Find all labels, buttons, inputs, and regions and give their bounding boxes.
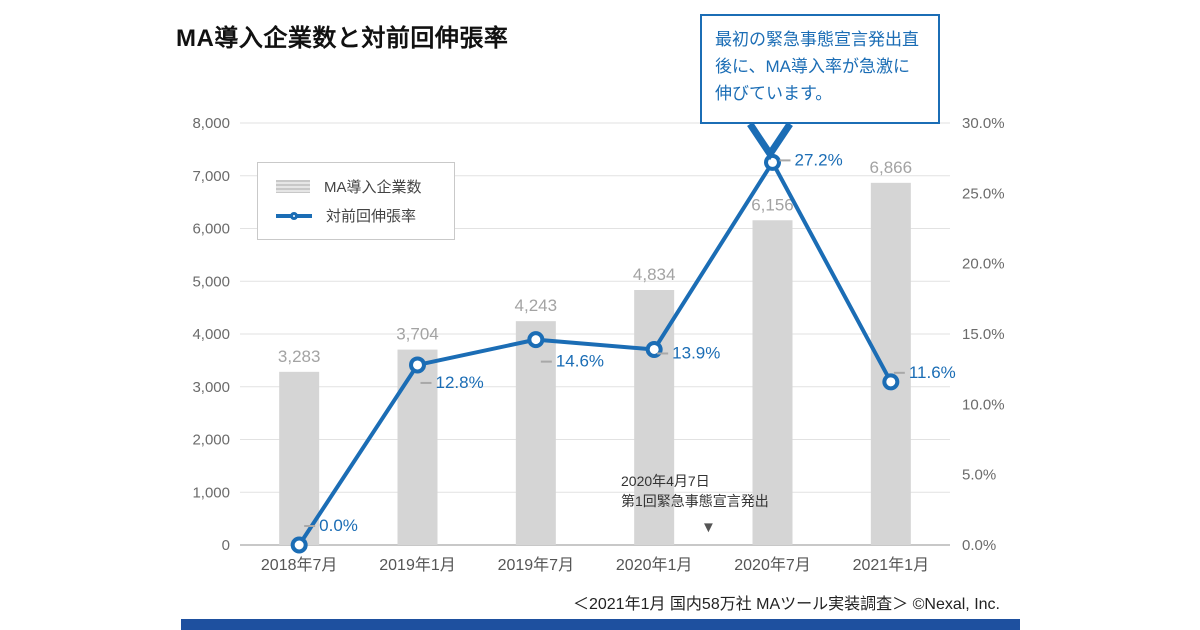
chart-title: MA導入企業数と対前回伸張率 xyxy=(176,25,509,52)
right-axis-tick-label: 30.0% xyxy=(962,115,1005,132)
bar xyxy=(397,349,438,545)
line-marker xyxy=(882,373,900,391)
x-axis-tick-label: 2018年7月 xyxy=(261,556,338,574)
legend-row-bar: MA導入企業数 xyxy=(276,176,436,197)
event-date: 2020年4月7日 xyxy=(621,473,710,489)
left-axis-tick-label: 0 xyxy=(222,537,230,554)
event-annotation: 2020年4月7日 第1回緊急事態宣言発出 xyxy=(621,472,769,511)
line-marker xyxy=(527,331,545,349)
event-marker-triangle-icon: ▼ xyxy=(701,519,716,536)
legend-row-line: 対前回伸張率 xyxy=(276,205,436,226)
line-value-label: 11.6% xyxy=(909,363,956,382)
left-axis-tick-label: 6,000 xyxy=(192,221,230,238)
bar-value-label: 6,866 xyxy=(870,158,913,177)
callout-tail-icon xyxy=(747,122,793,161)
bar-value-label: 4,834 xyxy=(633,265,676,284)
right-axis-tick-label: 0.0% xyxy=(962,537,996,554)
left-axis-tick-label: 8,000 xyxy=(192,115,230,132)
line-value-label: 12.8% xyxy=(436,373,484,392)
bar-series-swatch-icon xyxy=(276,180,310,193)
growth-line xyxy=(297,160,893,547)
bottom-accent-bar xyxy=(181,619,1020,630)
chart-legend: MA導入企業数 対前回伸張率 xyxy=(257,162,455,240)
x-axis-tick-label: 2020年7月 xyxy=(734,556,811,574)
line-value-label: 14.6% xyxy=(556,352,604,371)
right-axis-tick-label: 5.0% xyxy=(962,467,996,484)
bar-series-label: MA導入企業数 xyxy=(324,179,422,196)
right-axis-tick-label: 25.0% xyxy=(962,185,1005,202)
right-axis-tick-label: 20.0% xyxy=(962,256,1005,273)
bar xyxy=(870,182,911,546)
bar-value-label: 6,156 xyxy=(751,195,794,214)
left-axis-tick-label: 4,000 xyxy=(192,326,230,343)
callout-box: 最初の緊急事態宣言発出直後に、MA導入率が急激に伸びています。 xyxy=(700,14,940,124)
line-series-label: 対前回伸張率 xyxy=(326,208,417,225)
x-axis-tick-label: 2019年1月 xyxy=(379,556,456,574)
left-axis-tick-label: 7,000 xyxy=(192,168,230,185)
bar xyxy=(634,290,675,545)
left-axis-tick-label: 2,000 xyxy=(192,432,230,449)
x-axis-tick-label: 2020年1月 xyxy=(616,556,693,574)
bar-value-label: 3,704 xyxy=(396,325,439,344)
x-axis-tick-label: 2021年1月 xyxy=(853,556,930,574)
line-value-label: 27.2% xyxy=(795,150,843,169)
line-marker xyxy=(409,356,426,374)
event-title: 第1回緊急事態宣言発出 xyxy=(621,492,769,509)
line-value-label: 0.0% xyxy=(319,516,358,535)
line-series-swatch-icon xyxy=(276,211,312,220)
right-axis-tick-label: 15.0% xyxy=(962,326,1005,343)
source-credit: ＜2021年1月 国内58万社 MAツール実装調査＞ ©Nexal, Inc. xyxy=(572,596,1000,613)
bar xyxy=(279,371,320,545)
bar xyxy=(515,321,556,545)
left-axis-tick-label: 5,000 xyxy=(192,273,230,290)
bar-value-label: 3,283 xyxy=(278,347,321,366)
line-value-label: 13.9% xyxy=(672,343,720,362)
line-marker xyxy=(290,536,308,554)
right-axis-tick-label: 10.0% xyxy=(962,396,1005,413)
left-axis-tick-label: 3,000 xyxy=(192,379,230,396)
x-axis-tick-label: 2019年7月 xyxy=(498,556,575,574)
bar-value-label: 4,243 xyxy=(515,296,558,315)
left-axis-tick-label: 1,000 xyxy=(192,484,230,501)
bar xyxy=(752,220,793,545)
